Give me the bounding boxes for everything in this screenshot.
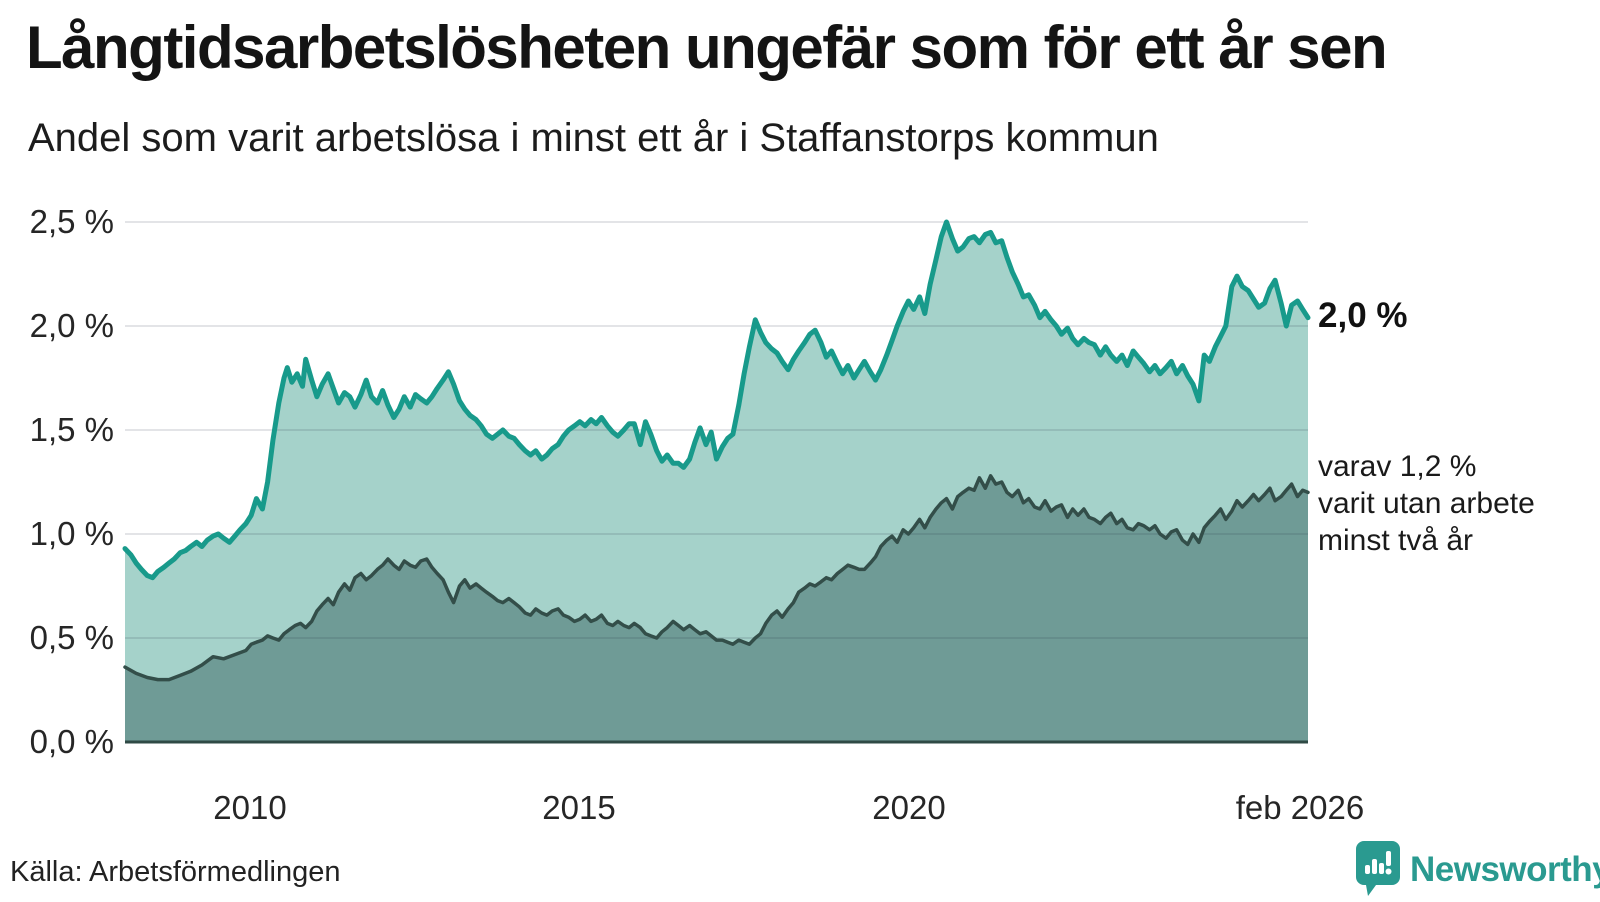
x-tick-2015: 2015 [542, 789, 616, 826]
x-tick-2020: 2020 [872, 789, 946, 826]
page-subtitle: Andel som varit arbetslösa i minst ett å… [28, 116, 1159, 160]
newsworthy-brand: Newsworthy [1354, 839, 1600, 902]
series-end-label-two-year-line3: minst två år [1318, 524, 1474, 557]
y-tick-0-5: 0,5 % [29, 619, 114, 656]
x-tick-2010: 2010 [213, 789, 287, 826]
line-two-year [123, 474, 1310, 682]
y-tick-0-0: 0,0 % [29, 723, 114, 760]
newsworthy-wordmark: Newsworthy [1410, 850, 1600, 889]
y-tick-1-0: 1,0 % [29, 515, 114, 552]
line-total [122, 219, 1311, 581]
series-end-label-total: 2,0 % [1318, 296, 1408, 335]
series-end-label-two-year-line2: varit utan arbete [1318, 487, 1535, 520]
y-tick-2-5: 2,5 % [29, 203, 114, 240]
series-end-label-two-year-line1: varav 1,2 % [1318, 450, 1477, 483]
y-tick-2-0: 2,0 % [29, 307, 114, 344]
source-note: Källa: Arbetsförmedlingen [10, 856, 341, 888]
newsworthy-logo-icon [1354, 839, 1402, 902]
page-title: Långtidsarbetslösheten ungefär som för e… [26, 14, 1388, 81]
x-tick-feb-2026: feb 2026 [1235, 789, 1365, 826]
y-tick-1-5: 1,5 % [29, 411, 114, 448]
area-fill-two-year [125, 475, 1308, 742]
series-end-label-two-year: varav 1,2 % varit utan arbete minst två … [1318, 448, 1535, 559]
